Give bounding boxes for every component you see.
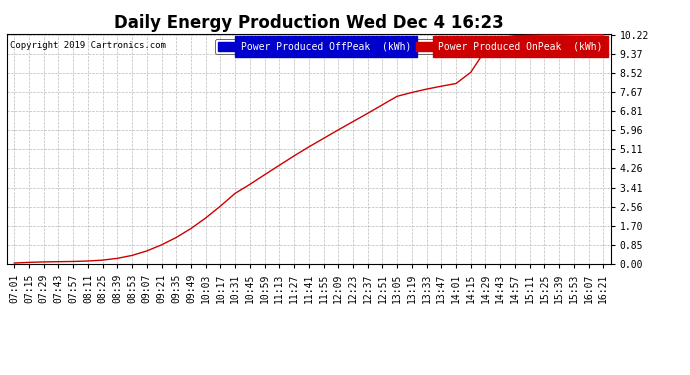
Title: Daily Energy Production Wed Dec 4 16:23: Daily Energy Production Wed Dec 4 16:23 [114, 14, 504, 32]
Text: Copyright 2019 Cartronics.com: Copyright 2019 Cartronics.com [10, 40, 166, 50]
Legend: Power Produced OffPeak  (kWh), Power Produced OnPeak  (kWh): Power Produced OffPeak (kWh), Power Prod… [215, 39, 606, 54]
